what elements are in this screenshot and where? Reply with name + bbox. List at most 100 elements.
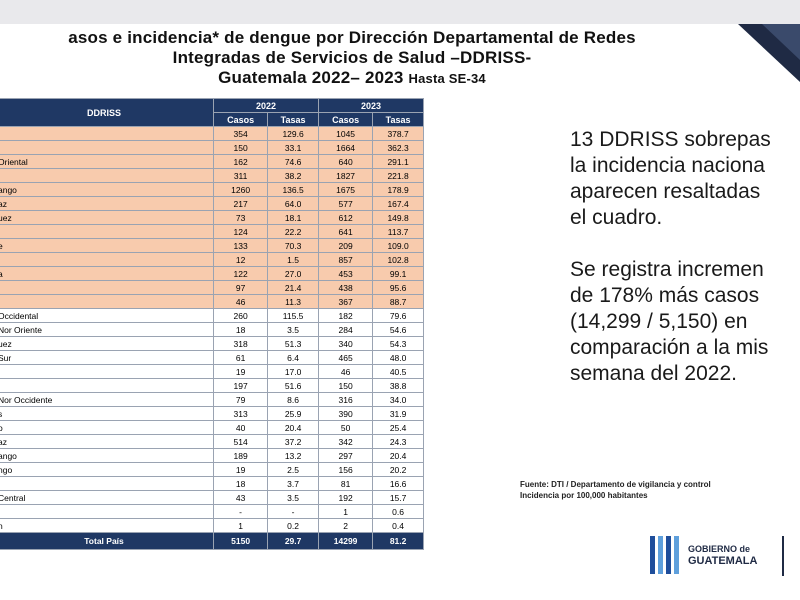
logo-text-1: GOBIERNO de	[688, 544, 751, 554]
summary-line: Se registra incremen	[570, 258, 764, 281]
ddriss-name-cell: Nor Oriente	[0, 322, 214, 337]
corner-decoration-inner	[762, 24, 800, 60]
tasas-2023-cell: 109.0	[372, 238, 424, 253]
table-row: 12 1.5 857 102.8	[0, 252, 424, 267]
ddriss-name-cell: Central	[0, 490, 214, 505]
casos-2022-cell: 97	[212, 280, 269, 295]
tasas-2023-cell: 362.3	[372, 140, 424, 155]
ddriss-name-cell	[0, 378, 214, 393]
tasas-2023-cell: 178.9	[372, 182, 424, 197]
ddriss-name-cell	[0, 294, 214, 309]
ddriss-name-cell: n	[0, 518, 214, 533]
tasas-2023-cell: 34.0	[372, 392, 424, 407]
tasas-2023-cell: 95.6	[372, 280, 424, 295]
source-line-1: Fuente: DTI / Departamento de vigilancia…	[520, 480, 711, 489]
table-row: Nor Oriente 18 3.5 284 54.6	[0, 322, 424, 337]
table-row: 124 22.2 641 113.7	[0, 224, 424, 239]
dengue-table: DDRISS 2022 2023 Casos Tasas Casos Tasas…	[0, 98, 425, 550]
total-label: Total País	[0, 532, 214, 550]
ddriss-name-cell: Occidental	[0, 308, 214, 323]
ddriss-name-cell	[0, 252, 214, 267]
tasas-2022-cell: 21.4	[267, 280, 319, 295]
tasas-2023-cell: 16.6	[372, 476, 424, 491]
table-row: 354 129.6 1045 378.7	[0, 126, 424, 141]
header-ddriss: DDRISS	[0, 98, 214, 127]
tasas-2023-cell: 25.4	[372, 420, 424, 435]
table-row: Oriental 162 74.6 640 291.1	[0, 154, 424, 169]
tasas-2022-cell: 18.1	[267, 210, 319, 225]
tasas-2022-cell: 3.7	[267, 476, 319, 491]
summary-line: aparecen resaltadas	[570, 180, 761, 203]
ddriss-name-cell: a	[0, 266, 214, 281]
header-year-2022: 2022	[213, 98, 319, 113]
casos-2022-cell: 311	[212, 168, 269, 183]
table-body: 354 129.6 1045 378.7 150 33.1 1664 362.3 Orienta…	[0, 126, 424, 533]
tasas-2022-cell: 13.2	[267, 448, 319, 463]
summary-line: semana del 2022.	[570, 362, 737, 385]
casos-2022-cell: 1260	[212, 182, 269, 197]
casos-2023-cell: 340	[317, 336, 374, 351]
casos-2022-cell: 43	[212, 490, 269, 505]
casos-2023-cell: 150	[317, 378, 374, 393]
ddriss-name-cell: az	[0, 434, 214, 449]
ddriss-name-cell: uez	[0, 336, 214, 351]
tasas-2022-cell: 33.1	[267, 140, 319, 155]
tasas-2023-cell: 149.8	[372, 210, 424, 225]
tasas-2023-cell: 54.6	[372, 322, 424, 337]
casos-2022-cell: 313	[212, 406, 269, 421]
casos-2022-cell: 260	[212, 308, 269, 323]
tasas-2022-cell: 25.9	[267, 406, 319, 421]
casos-2022-cell: 162	[212, 154, 269, 169]
total-tasas-2023: 81.2	[372, 532, 424, 550]
casos-2022-cell: -	[212, 504, 269, 519]
tasas-2023-cell: 221.8	[372, 168, 424, 183]
casos-2023-cell: 465	[317, 350, 374, 365]
ddriss-name-cell: ango	[0, 448, 214, 463]
tasas-2022-cell: 136.5	[267, 182, 319, 197]
casos-2023-cell: 1675	[317, 182, 374, 197]
ddriss-name-cell	[0, 476, 214, 491]
tasas-2022-cell: 3.5	[267, 322, 319, 337]
table-row: Occidental 260 115.5 182 79.6	[0, 308, 424, 323]
casos-2023-cell: 342	[317, 434, 374, 449]
tasas-2023-cell: 88.7	[372, 294, 424, 309]
tasas-2023-cell: 48.0	[372, 350, 424, 365]
header-tasas-2023: Tasas	[372, 112, 424, 127]
summary-line: el cuadro.	[570, 206, 663, 229]
summary-line: (14,299 / 5,150) en	[570, 310, 748, 333]
tasas-2023-cell: 291.1	[372, 154, 424, 169]
ddriss-name-cell: az	[0, 196, 214, 211]
header-casos-2022: Casos	[212, 112, 269, 127]
table-row: 19 17.0 46 40.5	[0, 364, 424, 379]
ddriss-name-cell	[0, 504, 214, 519]
casos-2022-cell: 19	[212, 364, 269, 379]
tasas-2022-cell: 38.2	[267, 168, 319, 183]
tasas-2023-cell: 0.4	[372, 518, 424, 533]
casos-2022-cell: 40	[212, 420, 269, 435]
tasas-2023-cell: 79.6	[372, 308, 424, 323]
table-row: - -1 0.6	[0, 504, 424, 519]
ddriss-name-cell	[0, 224, 214, 239]
total-casos-2022: 5150	[212, 532, 269, 550]
table-row: 197 51.6 150 38.8	[0, 378, 424, 393]
casos-2023-cell: 640	[317, 154, 374, 169]
casos-2023-cell: 50	[317, 420, 374, 435]
ddriss-name-cell: Nor Occidente	[0, 392, 214, 407]
table-row: 311 38.2 1827 221.8	[0, 168, 424, 183]
title-line-1: asos e incidencia* de dengue por Direcci…	[68, 28, 636, 47]
slide: asos e incidencia* de dengue por Direcci…	[0, 24, 800, 600]
tasas-2023-cell: 40.5	[372, 364, 424, 379]
tasas-2023-cell: 24.3	[372, 434, 424, 449]
table-row: 97 21.4 438 95.6	[0, 280, 424, 295]
tasas-2022-cell: 51.6	[267, 378, 319, 393]
ddriss-name-cell: e	[0, 238, 214, 253]
summary-paragraph-1: 13 DDRISS sobrepas la incidencia naciona a…	[570, 127, 800, 231]
tasas-2022-cell: 17.0	[267, 364, 319, 379]
casos-2023-cell: 182	[317, 308, 374, 323]
casos-2023-cell: 316	[317, 392, 374, 407]
